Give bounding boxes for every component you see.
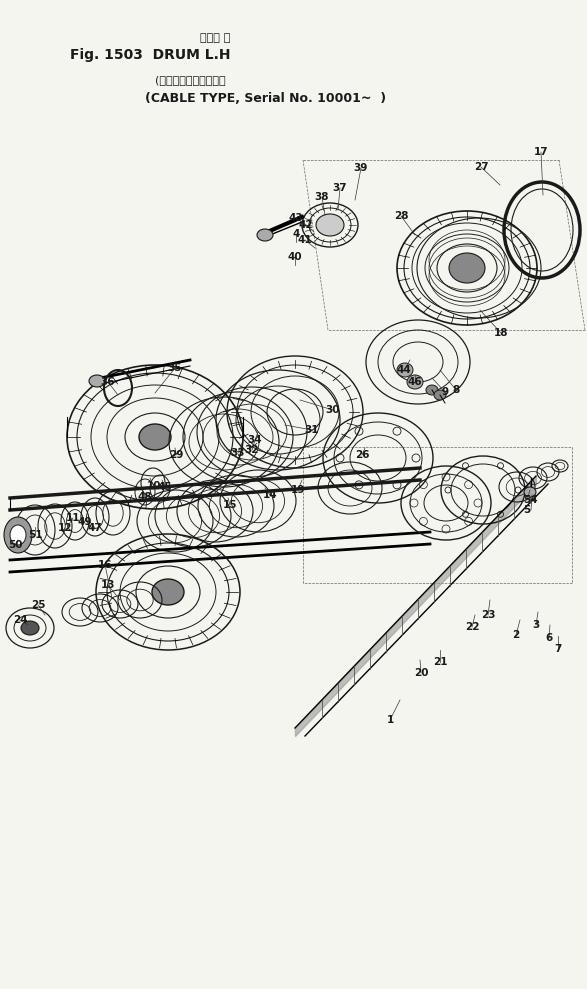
Text: 27: 27 [474, 162, 488, 172]
Text: 32: 32 [245, 445, 259, 455]
Text: 51: 51 [28, 530, 42, 540]
Ellipse shape [4, 517, 32, 553]
Text: 23: 23 [481, 610, 495, 620]
Ellipse shape [524, 487, 536, 497]
Text: 14: 14 [263, 490, 277, 500]
Text: 41: 41 [298, 235, 312, 245]
Text: 39: 39 [354, 163, 368, 173]
Ellipse shape [89, 375, 105, 387]
Text: 48: 48 [138, 492, 152, 502]
Text: 29: 29 [169, 450, 183, 460]
Text: 35: 35 [168, 363, 182, 373]
Text: 22: 22 [465, 622, 479, 632]
Text: 30: 30 [326, 405, 340, 415]
Text: 4: 4 [292, 229, 300, 239]
Ellipse shape [10, 525, 26, 545]
Text: 40: 40 [288, 252, 302, 262]
Text: 17: 17 [534, 147, 548, 157]
Ellipse shape [257, 229, 273, 241]
Text: 42: 42 [299, 220, 313, 230]
Ellipse shape [139, 424, 171, 450]
Text: 46: 46 [408, 377, 422, 387]
Ellipse shape [397, 363, 413, 377]
Text: 44: 44 [397, 365, 411, 375]
Text: 9: 9 [441, 387, 448, 397]
Text: 13: 13 [101, 580, 115, 590]
Text: 33: 33 [231, 448, 245, 458]
Text: 31: 31 [305, 425, 319, 435]
Text: 8: 8 [453, 385, 460, 395]
Text: 38: 38 [315, 192, 329, 202]
Text: 12: 12 [58, 523, 72, 533]
Text: 2: 2 [512, 630, 519, 640]
Text: 43: 43 [289, 213, 303, 223]
Ellipse shape [449, 253, 485, 283]
Ellipse shape [434, 390, 446, 400]
Text: 45: 45 [158, 482, 173, 492]
Ellipse shape [316, 214, 344, 236]
Text: 37: 37 [333, 183, 348, 193]
Text: 54: 54 [524, 495, 538, 505]
Text: 15: 15 [222, 500, 237, 510]
Ellipse shape [21, 621, 39, 635]
Text: 20: 20 [414, 668, 429, 678]
Text: 5: 5 [524, 505, 531, 515]
Text: ドラム 左: ドラム 左 [200, 33, 230, 43]
Text: 50: 50 [8, 540, 22, 550]
Text: 1: 1 [386, 715, 394, 725]
Text: (ケーブル式、適用号機: (ケーブル式、適用号機 [155, 75, 225, 85]
Text: 49: 49 [77, 517, 92, 527]
Text: 11: 11 [66, 513, 80, 523]
Text: 25: 25 [31, 600, 45, 610]
Text: 6: 6 [545, 633, 552, 643]
Text: 47: 47 [87, 523, 102, 533]
Text: 21: 21 [433, 657, 447, 667]
Text: (CABLE TYPE, Serial No. 10001~  ): (CABLE TYPE, Serial No. 10001~ ) [145, 92, 386, 105]
Text: 10: 10 [147, 481, 161, 491]
Text: 7: 7 [554, 644, 562, 654]
Text: 28: 28 [394, 211, 408, 221]
Text: 18: 18 [494, 328, 508, 338]
Text: 16: 16 [98, 560, 112, 570]
Text: 19: 19 [291, 485, 305, 495]
Ellipse shape [407, 375, 423, 389]
Text: 34: 34 [248, 435, 262, 445]
Ellipse shape [152, 579, 184, 605]
Text: 36: 36 [101, 377, 115, 387]
Text: 3: 3 [532, 620, 539, 630]
Ellipse shape [426, 385, 438, 395]
Text: Fig. 1503  DRUM L.H: Fig. 1503 DRUM L.H [70, 48, 231, 62]
Text: 26: 26 [355, 450, 369, 460]
Text: 24: 24 [13, 615, 28, 625]
